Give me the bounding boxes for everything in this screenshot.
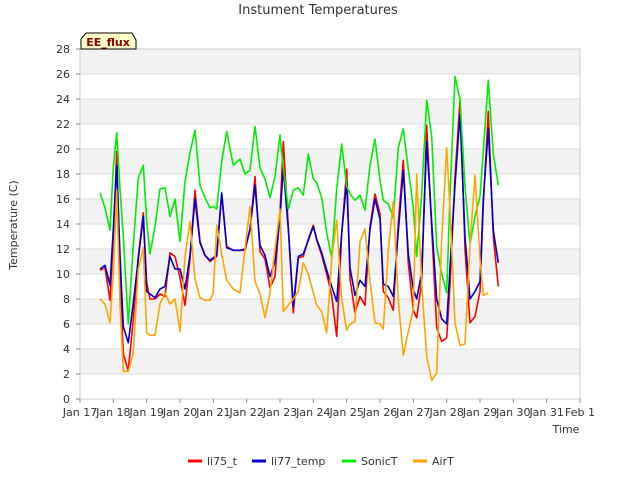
x-tick-label: Feb 1 [565, 406, 595, 419]
x-tick-label: Jan 26 [362, 406, 397, 419]
y-tick-label: 16 [56, 193, 70, 206]
y-axis-label: Temperature (C) [7, 180, 20, 270]
grid-bands [80, 49, 580, 374]
grid-band [80, 349, 580, 374]
y-tick-label: 24 [56, 93, 70, 106]
series-line-sonict [99, 75, 500, 325]
x-tick-label: Jan 27 [395, 406, 430, 419]
y-tick-label: 0 [63, 393, 70, 406]
y-tick-label: 26 [56, 68, 70, 81]
series-line-li77-temp [99, 113, 500, 344]
x-tick-label: Jan 18 [95, 406, 130, 419]
grid-band [80, 49, 580, 74]
y-tick-label: 18 [56, 168, 70, 181]
legend: li75_t li77_temp SonicT AirT [188, 455, 454, 468]
x-tick-label: Jan 21 [195, 406, 230, 419]
x-tick-label: Jan 19 [128, 406, 163, 419]
x-tick-label: Jan 24 [295, 406, 330, 419]
y-tick-label: 4 [63, 343, 70, 356]
y-tick-label: 28 [56, 43, 70, 56]
x-tick-label: Jan 31 [528, 406, 563, 419]
x-tick-label: Jan 20 [162, 406, 197, 419]
chart-title: Instument Temperatures [238, 3, 398, 18]
grid-band [80, 149, 580, 174]
x-axis-label: Time [552, 423, 580, 436]
x-tick-label: Jan 17 [62, 406, 97, 419]
x-tick-label: Jan 22 [228, 406, 263, 419]
legend-label-li75-t: li75_t [207, 455, 238, 468]
legend-label-li77-temp: li77_temp [271, 455, 325, 468]
y-tick-label: 8 [63, 293, 70, 306]
x-tick-label: Jan 23 [262, 406, 297, 419]
grid-band [80, 199, 580, 224]
y-tick-label: 10 [56, 268, 70, 281]
grid-band [80, 99, 580, 124]
grid-band [80, 299, 580, 324]
x-tick-label: Jan 29 [462, 406, 497, 419]
y-tick-label: 20 [56, 143, 70, 156]
y-tick-label: 2 [63, 368, 70, 381]
annotation-badge: EE_flux [80, 32, 137, 50]
series-lines [99, 75, 500, 382]
legend-label-airt: AirT [432, 455, 454, 468]
series-line-airt [99, 147, 489, 382]
annotation-text: EE_flux [86, 36, 130, 49]
x-tick-label: Jan 25 [328, 406, 363, 419]
y-tick-label: 12 [56, 243, 70, 256]
y-tick-label: 22 [56, 118, 70, 131]
legend-label-sonict: SonicT [361, 455, 398, 468]
x-tick-label: Jan 30 [495, 406, 530, 419]
y-tick-label: 14 [56, 218, 70, 231]
y-tick-label: 6 [63, 318, 70, 331]
x-tick-label: Jan 28 [428, 406, 463, 419]
